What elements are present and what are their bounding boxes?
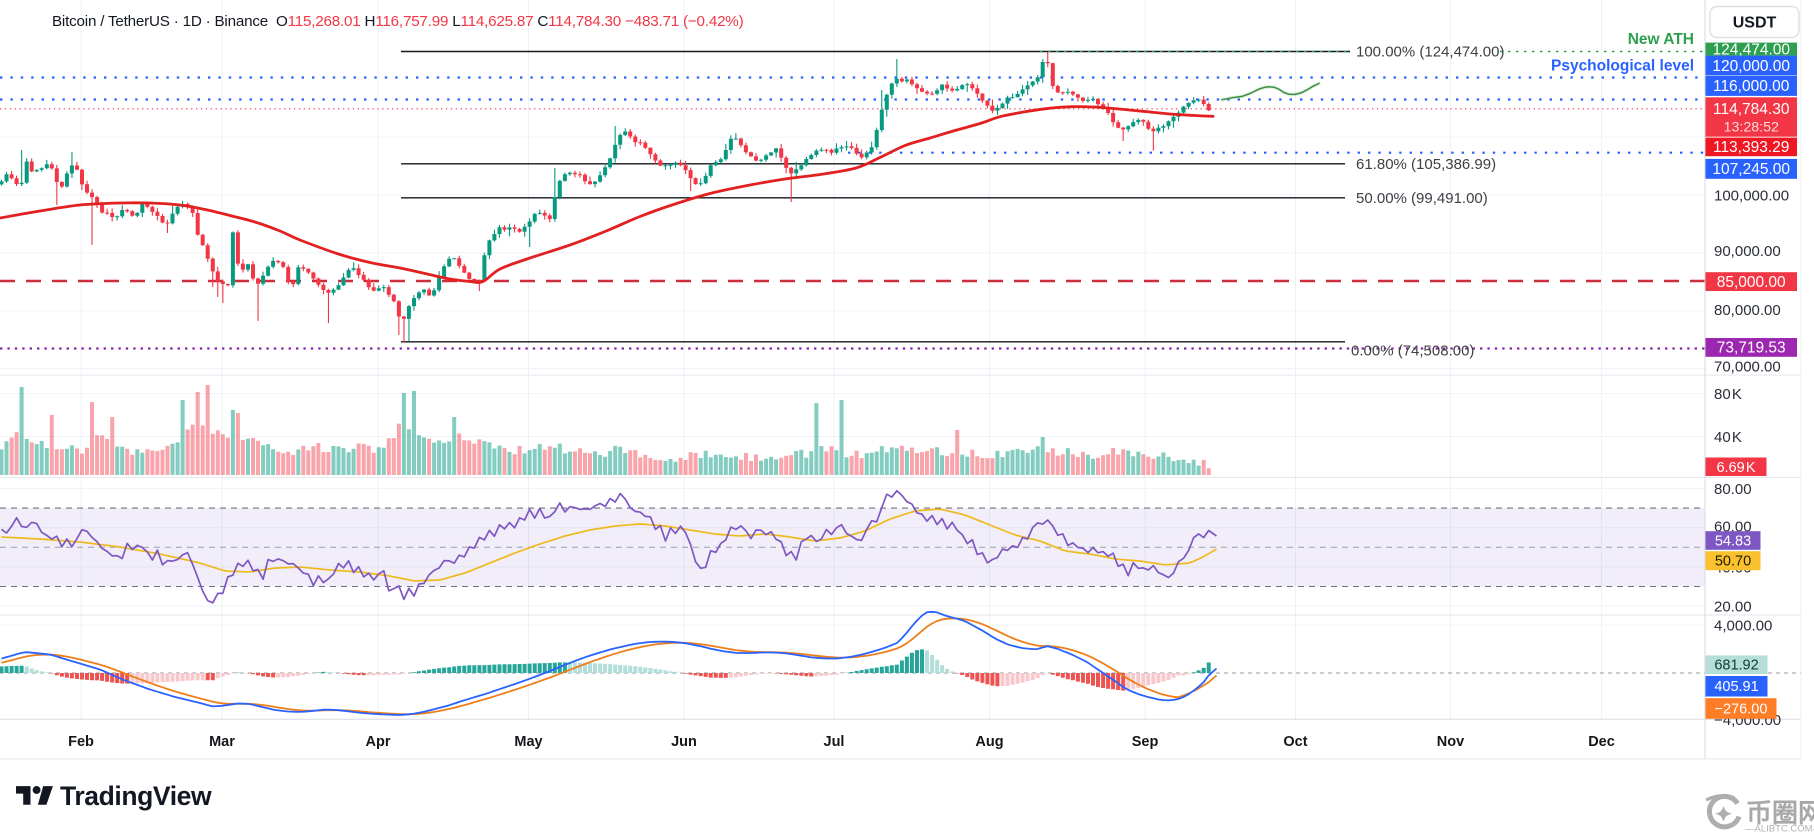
svg-text:−276.00: −276.00 [1715,702,1768,718]
svg-text:USDT: USDT [1733,15,1777,32]
svg-text:Jul: Jul [824,734,845,750]
svg-text:107,245.00: 107,245.00 [1712,161,1790,178]
svg-text:TradingView: TradingView [60,781,212,811]
svg-text:Oct: Oct [1283,734,1307,750]
svg-text:120,000.00: 120,000.00 [1712,58,1790,75]
svg-text:40 K: 40 K [1714,429,1742,446]
svg-text:116,000.00: 116,000.00 [1713,78,1790,95]
svg-text:0.00% (74,508.00): 0.00% (74,508.00) [1351,343,1474,360]
svg-text:20.00: 20.00 [1714,598,1752,615]
svg-text:681.92: 681.92 [1714,658,1758,674]
svg-text:405.91: 405.91 [1714,679,1758,695]
svg-text:Dec: Dec [1588,734,1615,750]
svg-text:Apr: Apr [366,734,391,750]
svg-text:Sep: Sep [1132,734,1159,750]
svg-text:114,784.30: 114,784.30 [1713,101,1790,118]
svg-text:100.00% (124,474.00): 100.00% (124,474.00) [1356,44,1504,61]
svg-text:Psychological level: Psychological level [1551,58,1694,75]
svg-text:Nov: Nov [1437,734,1464,750]
svg-text:100,000.00: 100,000.00 [1714,187,1789,204]
svg-text:85,000.00: 85,000.00 [1717,274,1786,291]
svg-text:70,000.00: 70,000.00 [1714,359,1781,376]
svg-text:80.00: 80.00 [1714,481,1752,498]
svg-text:60.00: 60.00 [1714,518,1752,535]
svg-text:124,474.00: 124,474.00 [1712,41,1790,58]
svg-text:—ALIBTC.COM—: —ALIBTC.COM— [1745,824,1814,834]
svg-text:50.00% (99,491.00): 50.00% (99,491.00) [1356,190,1488,207]
svg-text:113,393.29: 113,393.29 [1713,139,1789,156]
svg-text:New ATH: New ATH [1628,31,1694,48]
svg-text:80 K: 80 K [1714,386,1742,403]
svg-text:May: May [514,734,542,750]
svg-text:80,000.00: 80,000.00 [1714,302,1781,319]
svg-text:61.80% (105,386.99): 61.80% (105,386.99) [1356,156,1496,173]
svg-text:73,719.53: 73,719.53 [1717,340,1786,357]
svg-text:90,000.00: 90,000.00 [1714,243,1781,260]
svg-text:Aug: Aug [975,734,1003,750]
svg-text:Mar: Mar [209,734,235,750]
svg-text:Jun: Jun [671,734,697,750]
svg-text:4,000.00: 4,000.00 [1714,617,1772,634]
svg-text:54.83: 54.83 [1715,534,1751,550]
svg-text:Bitcoin / TetherUS · 1D · Bina: Bitcoin / TetherUS · 1D · Binance O115,2… [52,13,744,30]
svg-text:50.70: 50.70 [1715,554,1751,570]
svg-text:Feb: Feb [68,734,94,750]
svg-text:币圈网: 币圈网 [1746,798,1814,828]
svg-text:6.69 K: 6.69 K [1716,460,1755,476]
svg-text:13:28:52: 13:28:52 [1724,120,1779,136]
